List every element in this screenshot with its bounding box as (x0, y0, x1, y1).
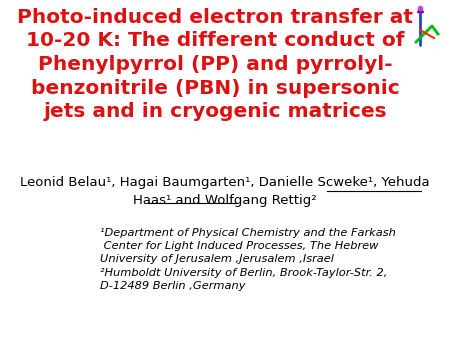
Text: Photo-induced electron transfer at
10-20 K: The different conduct of
Phenylpyrro: Photo-induced electron transfer at 10-20… (17, 8, 413, 121)
Text: Leonid Belau¹, Hagai Baumgarten¹, Danielle Scweke¹, Yehuda
Haas¹ and Wolfgang Re: Leonid Belau¹, Hagai Baumgarten¹, Daniel… (20, 176, 430, 207)
Text: ¹Department of Physical Chemistry and the Farkash
 Center for Light Induced Proc: ¹Department of Physical Chemistry and th… (100, 228, 396, 291)
